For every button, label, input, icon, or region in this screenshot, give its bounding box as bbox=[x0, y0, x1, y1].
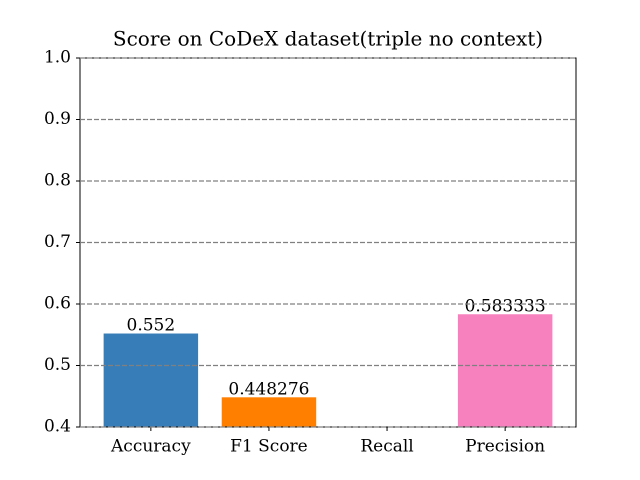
y-tick-label: 0.9 bbox=[44, 109, 71, 129]
y-tick-label: 0.6 bbox=[44, 294, 71, 314]
value-label: 0.448276 bbox=[228, 379, 309, 399]
y-tick-label: 0.7 bbox=[44, 232, 71, 252]
bar bbox=[221, 397, 317, 427]
x-tick-label: Precision bbox=[465, 437, 545, 457]
bar bbox=[103, 333, 199, 427]
y-tick-label: 0.5 bbox=[44, 355, 71, 375]
y-tick-label: 0.4 bbox=[44, 417, 71, 437]
plot-area bbox=[103, 314, 553, 427]
value-label: 0.552 bbox=[127, 316, 176, 336]
x-tick-label: Accuracy bbox=[110, 437, 191, 457]
value-label: 0.583333 bbox=[465, 296, 546, 316]
y-tick-label: 0.8 bbox=[44, 171, 71, 191]
chart-title: Score on CoDeX dataset(triple no context… bbox=[113, 27, 543, 51]
x-tick-label: F1 Score bbox=[230, 437, 308, 457]
y-tick-label: 1.0 bbox=[44, 48, 71, 68]
bar bbox=[457, 314, 553, 427]
x-tick-label: Recall bbox=[360, 437, 413, 457]
